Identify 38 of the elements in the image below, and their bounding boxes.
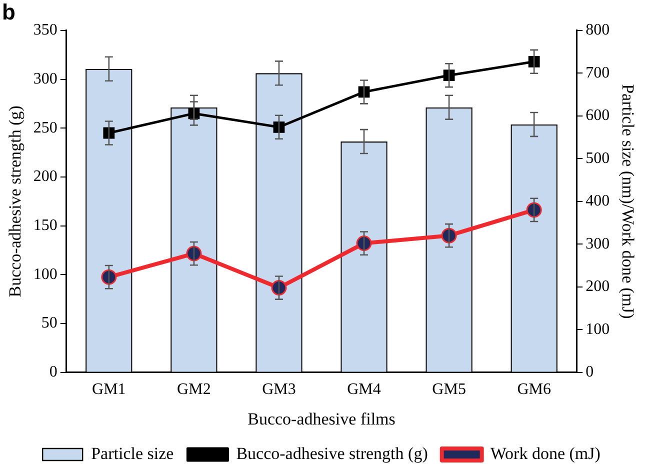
y-tick-label: 100 <box>33 266 58 283</box>
x-tick-label: GM2 <box>177 381 211 398</box>
point <box>441 228 457 244</box>
point <box>101 269 117 285</box>
y-tick-label: 0 <box>49 364 58 381</box>
y-tick-label: 200 <box>33 168 58 186</box>
point <box>356 236 372 252</box>
y2-tick-label: 200 <box>586 278 610 296</box>
y2-tick-label: 800 <box>586 22 610 39</box>
y-tick-label: 150 <box>33 217 58 234</box>
x-axis-title: Bucco-adhesive films <box>248 409 396 428</box>
x-tick-label: GM5 <box>432 381 466 398</box>
legend-label: Particle size <box>91 444 174 463</box>
y-tick-label: 350 <box>33 22 58 39</box>
y-tick-label: 250 <box>33 119 58 136</box>
x-tick-label: GM3 <box>262 381 296 398</box>
point <box>526 202 542 218</box>
y-tick-label: 50 <box>41 314 58 332</box>
point <box>443 70 455 82</box>
y-tick-label: 300 <box>33 70 58 88</box>
y2-tick-label: 100 <box>586 320 610 338</box>
point <box>103 127 115 139</box>
chart-title: b <box>2 0 16 24</box>
y2-tick-label: 500 <box>586 150 610 167</box>
point <box>186 246 202 262</box>
y2-tick-label: 600 <box>586 107 610 124</box>
y-axis-title: Bucco-adhesive strength (g) <box>6 106 25 298</box>
y2-tick-label: 400 <box>586 192 610 210</box>
x-tick-label: GM4 <box>347 381 381 398</box>
y2-tick-label: 0 <box>586 364 594 381</box>
x-tick-label: GM6 <box>517 381 551 398</box>
y2-tick-label: 700 <box>586 64 610 82</box>
point <box>271 280 287 296</box>
y2-axis-title: Particle size (nm)/Work done (mJ) <box>618 84 638 319</box>
legend-label: Bucco-adhesive strength (g) <box>236 444 428 463</box>
legend-label: Work done (mJ) <box>490 444 600 463</box>
y2-tick-label: 300 <box>586 235 610 252</box>
x-tick-label: GM1 <box>92 381 126 398</box>
